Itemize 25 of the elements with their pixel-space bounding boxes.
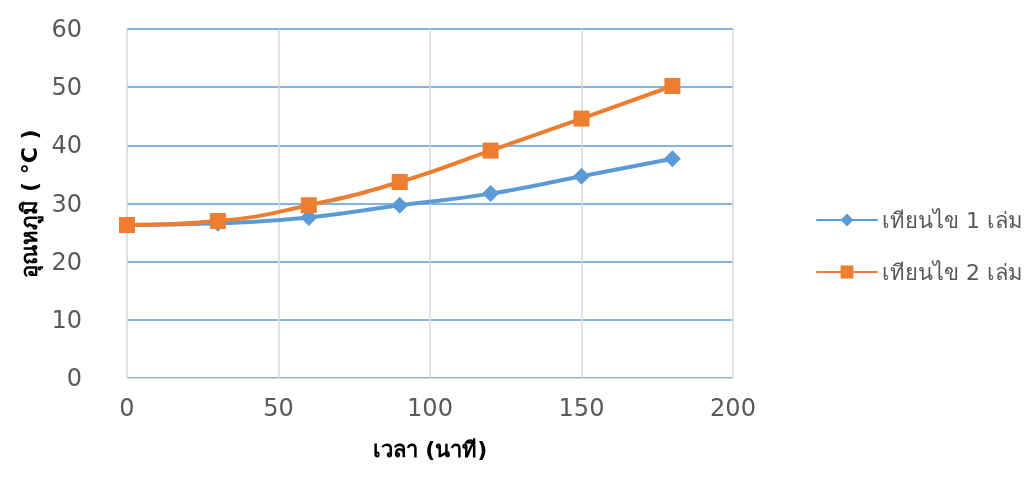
x-tick-label: 0	[119, 394, 135, 422]
point	[664, 78, 681, 94]
y-tick-label: 20	[51, 247, 82, 276]
point	[300, 197, 317, 214]
point	[391, 173, 408, 190]
x-tick-label: 100	[407, 394, 453, 422]
point	[482, 185, 500, 203]
y-tick-label: 40	[51, 131, 82, 160]
x-tick-label: 50	[263, 394, 294, 422]
y-tick-label: 10	[51, 305, 82, 334]
point	[573, 110, 590, 127]
point	[663, 150, 681, 168]
y-tick-label: 60	[51, 15, 82, 43]
legend-label: เทียนไข 1 เล่ม	[882, 207, 1023, 233]
y-tick-label: 50	[51, 73, 82, 102]
point	[391, 196, 409, 214]
y-axis-title: อุณหภูมิ ( °C )	[17, 129, 45, 278]
point	[482, 142, 499, 159]
x-tick-label: 200	[710, 394, 756, 422]
x-tick-label: 150	[558, 394, 605, 422]
legend-label: เทียนไข 2 เล่ม	[882, 259, 1023, 285]
point	[573, 167, 590, 185]
y-tick-label: 0	[66, 364, 82, 392]
y-tick-label: 30	[51, 189, 82, 218]
x-axis-title: เวลา (นาที)	[372, 436, 488, 462]
